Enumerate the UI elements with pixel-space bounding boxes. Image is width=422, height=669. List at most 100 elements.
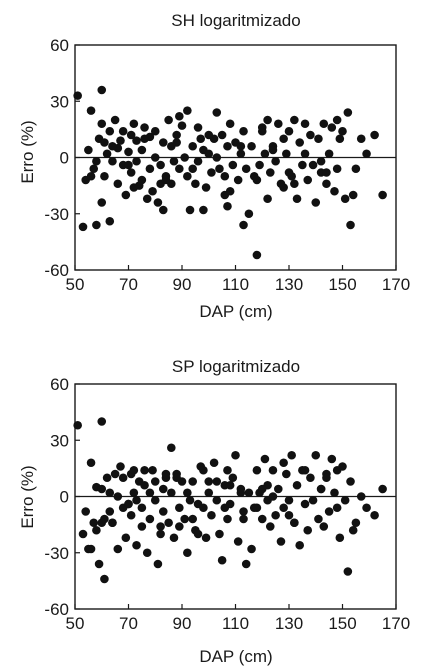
data-point (113, 544, 123, 554)
data-point (356, 134, 366, 144)
data-point (316, 484, 326, 494)
data-point (158, 205, 168, 215)
data-point (129, 465, 139, 475)
y-tick-label: -60 (44, 600, 69, 619)
data-point (161, 175, 171, 185)
y-tick-label: 60 (50, 375, 69, 394)
data-point (124, 147, 133, 157)
data-point (370, 510, 379, 520)
data-point (257, 123, 267, 132)
data-point (118, 473, 128, 483)
y-axis-title: Erro (%) (18, 465, 37, 528)
data-point (113, 179, 123, 189)
data-point (215, 164, 224, 174)
data-point (132, 495, 141, 505)
data-point (239, 514, 248, 524)
data-point (279, 183, 288, 192)
data-point (303, 175, 313, 185)
data-point (300, 149, 310, 159)
data-point (172, 138, 181, 147)
y-tick-label: 30 (50, 92, 69, 111)
data-point (362, 503, 371, 513)
x-tick-label: 130 (275, 614, 303, 633)
data-point (183, 106, 192, 115)
data-point (158, 507, 168, 516)
data-point (81, 507, 90, 516)
data-point (199, 503, 208, 513)
data-point (263, 194, 272, 204)
data-point (231, 450, 240, 460)
data-point (188, 514, 197, 524)
data-point (290, 179, 299, 189)
data-point (228, 473, 238, 483)
data-point (332, 164, 342, 174)
data-point (177, 121, 187, 130)
data-point (175, 522, 184, 531)
data-point (217, 555, 227, 565)
y-tick-label: 60 (50, 36, 69, 55)
data-point (121, 190, 131, 200)
y-tick-label: -30 (44, 205, 69, 224)
data-point (212, 495, 222, 505)
data-point (145, 488, 155, 498)
x-tick-label: 70 (119, 614, 138, 633)
data-point (268, 145, 278, 155)
data-point (180, 514, 189, 524)
data-point (236, 149, 246, 159)
data-point (308, 160, 318, 170)
data-point (300, 465, 310, 475)
data-point (78, 529, 88, 539)
data-point (241, 559, 251, 569)
data-point (172, 130, 181, 140)
data-point (236, 141, 246, 151)
data-point (332, 115, 342, 125)
data-point (346, 477, 355, 486)
data-point (199, 465, 208, 475)
y-tick-label: 0 (60, 488, 69, 507)
data-point (300, 119, 310, 129)
data-point (279, 134, 288, 144)
data-point (129, 119, 139, 129)
data-point (102, 473, 112, 483)
data-point (73, 420, 82, 430)
data-point (97, 518, 107, 528)
data-point (284, 510, 294, 520)
data-point (279, 503, 288, 513)
data-point (124, 499, 133, 509)
data-point (126, 130, 136, 140)
data-point (276, 537, 286, 546)
data-point (183, 488, 192, 498)
data-point (284, 168, 294, 177)
data-point (156, 160, 165, 170)
data-point (204, 488, 214, 498)
data-point (252, 503, 262, 513)
data-point (207, 510, 216, 520)
data-point (110, 469, 120, 479)
data-points (73, 417, 387, 584)
data-point (215, 529, 224, 539)
data-point (290, 115, 299, 125)
data-point (129, 488, 139, 498)
data-point (108, 518, 117, 528)
data-point (220, 171, 230, 181)
data-point (298, 160, 307, 170)
data-point (121, 533, 131, 543)
data-point (105, 507, 115, 516)
data-point (86, 106, 96, 115)
data-point (97, 85, 107, 95)
data-point (140, 123, 149, 132)
data-point (100, 171, 109, 181)
x-tick-label: 150 (328, 614, 356, 633)
data-point (348, 525, 358, 535)
data-point (102, 149, 112, 159)
data-point (268, 465, 278, 475)
data-point (204, 477, 214, 486)
data-point (97, 417, 107, 426)
data-point (110, 115, 120, 125)
data-point (239, 220, 248, 230)
data-point (225, 186, 235, 196)
data-point (233, 175, 243, 185)
data-point (132, 156, 141, 166)
data-point (158, 484, 168, 494)
